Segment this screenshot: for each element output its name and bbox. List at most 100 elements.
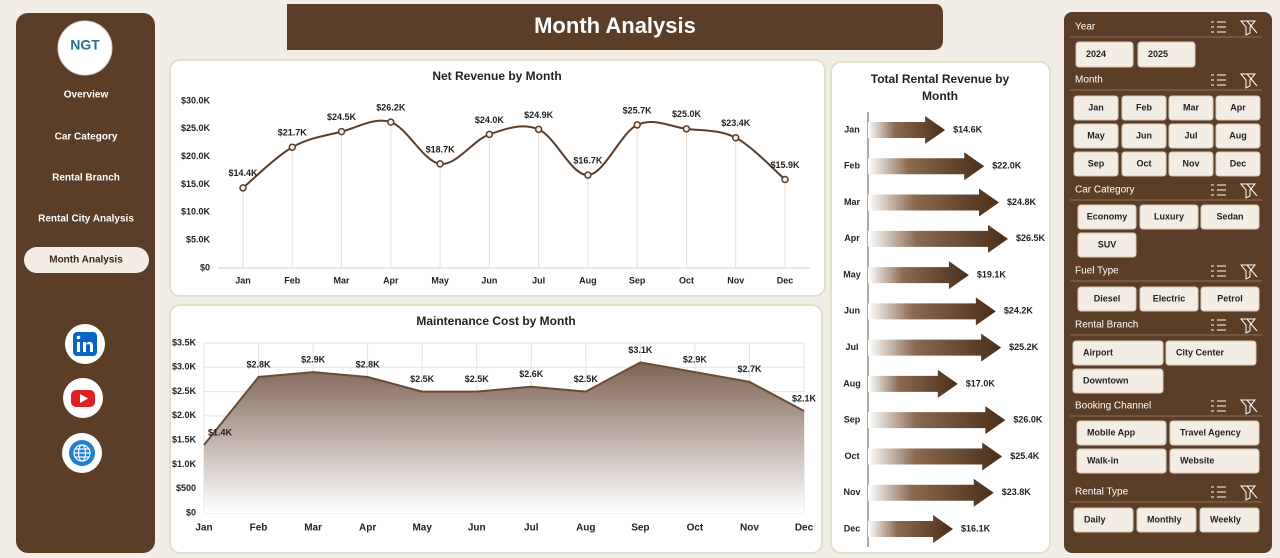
slicer-item[interactable]: Electric	[1153, 293, 1186, 303]
slicer-button[interactable]	[1139, 204, 1199, 230]
slicer-item[interactable]: Jan	[1088, 102, 1104, 112]
website-icon[interactable]	[62, 433, 102, 473]
nav-item[interactable]: Rental Branch	[52, 173, 120, 184]
slicer-item[interactable]: May	[1087, 130, 1105, 140]
nav-active[interactable]	[24, 247, 149, 273]
data-label: $26.0K	[1013, 415, 1043, 425]
point	[682, 125, 691, 133]
slicer-button[interactable]	[1076, 420, 1167, 446]
nav-item[interactable]: Month Analysis	[49, 255, 123, 266]
arrow-bar	[868, 188, 1000, 217]
clear-filter-icon[interactable]	[1239, 20, 1258, 36]
slicer-button[interactable]	[1136, 507, 1197, 533]
slicer-item[interactable]: Apr	[1230, 102, 1246, 112]
multi-select-icon[interactable]	[1211, 486, 1226, 498]
clear-filter-icon[interactable]	[1239, 73, 1258, 89]
slicer-item[interactable]: Walk-in	[1087, 455, 1119, 465]
slicer-button[interactable]	[1121, 123, 1167, 149]
slicer-button[interactable]	[1169, 448, 1260, 474]
point	[387, 118, 395, 126]
slicer-button[interactable]	[1139, 286, 1199, 312]
slicer-button[interactable]	[1073, 123, 1119, 149]
slicer-button[interactable]	[1168, 123, 1214, 149]
slicer-button[interactable]	[1073, 95, 1119, 121]
slicer-button[interactable]	[1168, 151, 1214, 177]
y-tick-label: $2.0K	[172, 410, 197, 420]
slicer-item[interactable]: Dec	[1230, 158, 1247, 168]
slicer-item[interactable]: Petrol	[1217, 293, 1243, 303]
slicer-item[interactable]: SUV	[1098, 239, 1117, 249]
slicer-button[interactable]	[1077, 232, 1137, 258]
slicer-item[interactable]: Weekly	[1210, 514, 1241, 524]
slicer-button[interactable]	[1077, 286, 1137, 312]
chart-title: Total Rental Revenue by Month	[871, 72, 1010, 103]
youtube-icon[interactable]	[63, 378, 103, 418]
slicer-item[interactable]: Downtown	[1083, 375, 1129, 385]
multi-select-icon[interactable]	[1211, 21, 1226, 33]
multi-select-icon[interactable]	[1211, 319, 1226, 331]
slicer-button[interactable]	[1072, 340, 1164, 366]
slicer-button[interactable]	[1200, 204, 1260, 230]
nav-item[interactable]: Overview	[64, 90, 109, 101]
slicer-item[interactable]: City Center	[1176, 347, 1225, 357]
slicer-item[interactable]: Mar	[1183, 102, 1200, 112]
slicer-button[interactable]	[1073, 507, 1134, 533]
slicer-item[interactable]: Travel Agency	[1180, 427, 1241, 437]
slicer-button[interactable]	[1200, 286, 1260, 312]
clear-filter-icon[interactable]	[1239, 399, 1258, 415]
slicer-button[interactable]	[1215, 151, 1261, 177]
slicer-item[interactable]: Sedan	[1216, 211, 1243, 221]
slicer-item[interactable]: Monthly	[1147, 514, 1182, 524]
slicer-button[interactable]	[1168, 95, 1214, 121]
slicer-item[interactable]: Aug	[1229, 130, 1247, 140]
slicer-item[interactable]: Jun	[1136, 130, 1152, 140]
slicer-button[interactable]	[1215, 95, 1261, 121]
multi-select-icon[interactable]	[1211, 184, 1226, 196]
slicer-item[interactable]: Airport	[1083, 347, 1113, 357]
slicer-button[interactable]	[1075, 41, 1134, 68]
slicer-button[interactable]	[1165, 340, 1257, 366]
linkedin-icon[interactable]	[65, 324, 105, 364]
y-tick-label: $0	[200, 262, 210, 272]
slicer-button[interactable]	[1215, 123, 1261, 149]
data-label: $25.4K	[1010, 451, 1040, 461]
multi-select-icon[interactable]	[1211, 265, 1226, 277]
slicer-button[interactable]	[1199, 507, 1260, 533]
point	[584, 171, 592, 179]
slicer-button[interactable]	[1072, 368, 1164, 394]
slicer-item[interactable]: Economy	[1087, 211, 1128, 221]
slicer-item[interactable]: Oct	[1136, 158, 1151, 168]
slicer-item[interactable]: Sep	[1088, 158, 1105, 168]
y-tick-label: $2.5K	[172, 386, 197, 396]
multi-select-icon[interactable]	[1211, 74, 1226, 86]
data-label: $2.9K	[683, 355, 708, 365]
slicer-button[interactable]	[1121, 151, 1167, 177]
slicer-item[interactable]: Daily	[1084, 514, 1106, 524]
nav-item[interactable]: Rental City Analysis	[38, 214, 134, 225]
slicer-item[interactable]: Jul	[1184, 130, 1197, 140]
clear-filter-icon[interactable]	[1239, 264, 1258, 280]
multi-select-icon[interactable]	[1211, 400, 1226, 412]
clear-filter-icon[interactable]	[1239, 485, 1258, 501]
slicer-button[interactable]	[1076, 448, 1167, 474]
slicer-item[interactable]: Luxury	[1154, 211, 1184, 221]
slicer-item[interactable]: Nov	[1182, 158, 1199, 168]
slicer-item[interactable]: 2024	[1086, 49, 1106, 59]
slicer-item[interactable]: Feb	[1136, 102, 1153, 112]
x-tick-label: May	[431, 275, 449, 285]
slicer-item[interactable]: Diesel	[1094, 293, 1121, 303]
clear-filter-icon[interactable]	[1239, 183, 1258, 199]
slicer-button[interactable]	[1077, 204, 1137, 230]
x-tick-label: Feb	[284, 275, 301, 285]
slicer-button[interactable]	[1073, 151, 1119, 177]
slicer-item[interactable]: Website	[1180, 455, 1214, 465]
clear-filter-icon[interactable]	[1239, 318, 1258, 334]
slicer-button[interactable]	[1169, 420, 1260, 446]
nav-item[interactable]: Car Category	[55, 132, 118, 143]
data-label: $17.0K	[966, 378, 996, 388]
slicer-title: Booking Channel	[1075, 401, 1151, 412]
slicer-item[interactable]: Mobile App	[1087, 427, 1136, 437]
slicer-button[interactable]	[1121, 95, 1167, 121]
slicer-button[interactable]	[1137, 41, 1196, 68]
slicer-item[interactable]: 2025	[1148, 49, 1168, 59]
